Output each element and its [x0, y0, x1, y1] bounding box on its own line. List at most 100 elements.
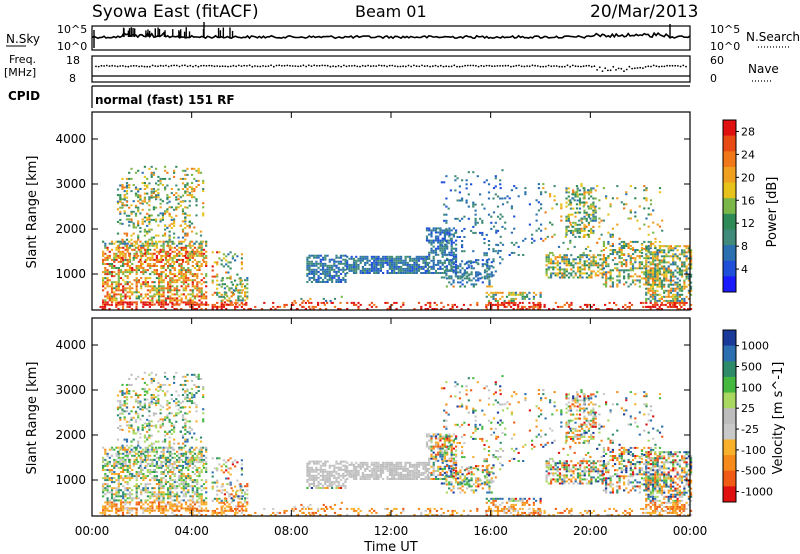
echo-cell [651, 303, 655, 306]
echo-cell [475, 261, 478, 264]
echo-cell [234, 301, 237, 304]
echo-cell [395, 301, 398, 304]
echo-cell [119, 198, 122, 201]
echo-cell [395, 272, 398, 274]
echo-cell [687, 308, 690, 310]
echo-cell [244, 295, 247, 298]
echo-cell [229, 277, 232, 280]
echo-cell [424, 263, 427, 266]
echo-cell [566, 247, 570, 250]
echo-cell [490, 285, 493, 288]
echo-cell [167, 448, 170, 451]
echo-cell [570, 264, 573, 267]
echo-cell [638, 267, 641, 270]
echo-cell [472, 250, 475, 253]
echo-cell [196, 254, 199, 257]
echo-cell [167, 252, 170, 255]
echo-cell [137, 487, 140, 490]
echo-cell [180, 308, 183, 310]
echo-cell [678, 285, 681, 288]
echo-cell [151, 252, 154, 255]
echo-cell [565, 215, 568, 218]
echo-cell [450, 245, 453, 248]
echo-cell [594, 260, 597, 263]
echo-cell [189, 273, 192, 276]
echo-cell [179, 224, 182, 227]
echo-cell [230, 303, 233, 306]
echo-cell [565, 205, 568, 208]
echo-cell [687, 249, 690, 252]
echo-cell [102, 301, 105, 304]
echo-cell [678, 299, 681, 302]
echo-cell [458, 236, 461, 238]
echo-cell [283, 303, 286, 306]
echo-cell [568, 303, 571, 306]
echo-cell [535, 199, 538, 202]
echo-cell [616, 275, 619, 278]
echo-cell [602, 259, 605, 262]
echo-cell [181, 200, 185, 203]
echo-cell [173, 495, 176, 498]
echo-cell [672, 273, 675, 276]
echo-cell [592, 303, 595, 306]
echo-cell [370, 261, 373, 264]
echo-cell [211, 281, 214, 284]
echo-cell [125, 218, 129, 221]
echo-cell [690, 257, 693, 260]
echo-cell [302, 305, 305, 308]
echo-cell [234, 259, 237, 262]
freq-point [388, 64, 391, 67]
echo-cell [177, 202, 180, 205]
colorbar-tick-label: 16 [741, 194, 755, 207]
echo-cell [113, 299, 116, 302]
echo-cell [218, 295, 221, 298]
noise-left-tick-bottom: 10^0 [57, 40, 87, 53]
echo-cell [306, 266, 309, 269]
echo-cell [609, 205, 612, 208]
echo-cell [678, 271, 681, 274]
freq-point [184, 64, 186, 67]
echo-cell [674, 255, 677, 258]
echo-cell [216, 308, 219, 310]
echo-cell [143, 198, 146, 201]
echo-cell [428, 261, 431, 264]
echo-cell [645, 301, 648, 304]
echo-cell [143, 196, 146, 199]
echo-cell [582, 187, 585, 190]
echo-cell [645, 293, 648, 296]
echo-cell [140, 287, 143, 290]
echo-cell [186, 188, 189, 190]
echo-cell [122, 242, 125, 245]
echo-cell [171, 240, 174, 243]
echo-cell [131, 303, 134, 306]
echo-cell [533, 239, 536, 242]
echo-cell [445, 229, 448, 232]
echo-cell [188, 192, 191, 195]
echo-cell [117, 271, 120, 274]
echo-cell [391, 263, 394, 266]
echo-cell [459, 271, 462, 274]
echo-cell [579, 260, 582, 263]
echo-cell [155, 495, 158, 498]
echo-cell [676, 245, 679, 248]
echo-cell [126, 305, 129, 308]
freq-point [580, 65, 582, 68]
echo-cell [545, 256, 548, 259]
echo-cell [386, 257, 389, 260]
echo-cell [656, 259, 659, 262]
echo-cell [665, 255, 668, 258]
echo-cell [159, 212, 162, 215]
freq-point [246, 65, 248, 67]
echo-cell [128, 240, 131, 243]
echo-cell [131, 248, 134, 251]
echo-cell [615, 303, 618, 306]
echo-cell [578, 223, 582, 226]
echo-cell [226, 303, 229, 306]
freq-point [477, 65, 480, 68]
echo-cell [244, 287, 247, 290]
echo-cell [126, 464, 129, 467]
echo-cell [135, 267, 138, 269]
echo-cell [139, 212, 142, 215]
freq-point [353, 64, 356, 67]
echo-cell [663, 269, 666, 272]
